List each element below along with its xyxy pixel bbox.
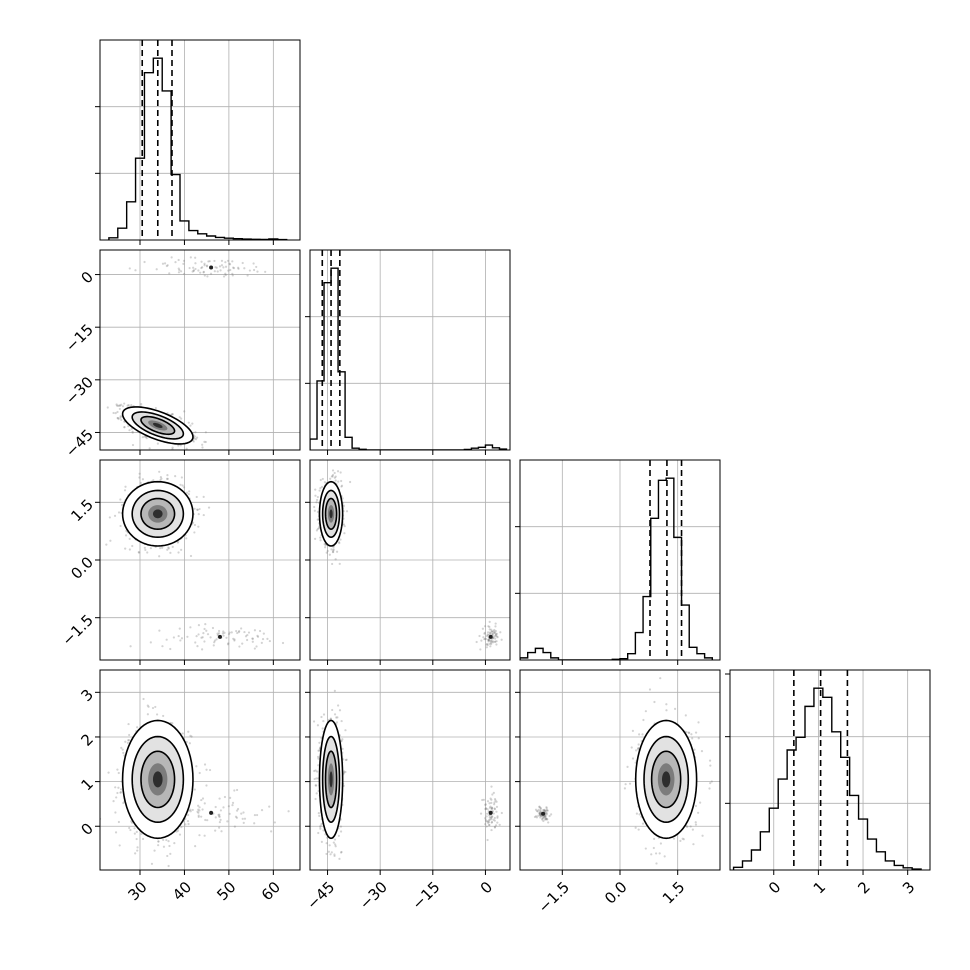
contour-line — [318, 480, 344, 547]
histogram-step — [732, 687, 922, 870]
contour-line — [121, 719, 194, 840]
secondary-mode-core — [541, 811, 546, 816]
joint-3-2: −1.5 0.0 1.5 — [515, 669, 721, 917]
density-fill — [152, 509, 163, 519]
axes-frame — [309, 249, 511, 451]
y-tick-label: 0 — [78, 268, 97, 287]
axes-frame — [99, 669, 301, 871]
axes-frame — [729, 669, 931, 871]
joint-2-1 — [305, 459, 511, 665]
x-tick-label: 0 — [765, 878, 784, 897]
secondary-mode-core — [209, 810, 214, 815]
histogram-step — [520, 477, 714, 660]
histogram-1 — [305, 249, 511, 455]
contour-line — [324, 750, 338, 809]
x-tick-label: 1 — [810, 878, 829, 897]
axes-frame — [99, 39, 301, 241]
x-tick-label: −15 — [408, 878, 443, 913]
x-tick-label: 1.5 — [659, 878, 689, 908]
secondary-mode-core — [488, 810, 493, 815]
contour-line — [634, 719, 698, 840]
contour-line — [131, 411, 185, 440]
contour-line — [131, 489, 185, 539]
contour-line — [140, 415, 176, 436]
x-tick-label: 40 — [169, 878, 195, 904]
histogram-0 — [95, 39, 301, 245]
secondary-mode-core — [218, 634, 222, 639]
x-tick-label: 30 — [125, 878, 151, 904]
axes-frame — [99, 249, 301, 451]
contour-line — [140, 497, 176, 530]
histogram-step — [108, 57, 288, 240]
contour-line — [643, 735, 690, 824]
x-tick-label: 0 — [477, 878, 496, 897]
x-tick-label: 60 — [258, 878, 284, 904]
y-tick-label: 3 — [78, 686, 97, 705]
joint-3-1: −45 −30 −15 0 — [303, 669, 511, 913]
y-tick-label: 1 — [78, 775, 97, 794]
contour-line — [324, 497, 338, 530]
x-tick-label: −1.5 — [535, 878, 573, 916]
joint-1-0: −45 −30 −15 0 — [62, 249, 301, 461]
y-tick-label: 0 — [78, 820, 97, 839]
y-tick-label: 2 — [78, 730, 97, 749]
secondary-mode-core — [488, 634, 493, 639]
y-tick-label: −45 — [62, 426, 97, 461]
x-tick-label: 0.0 — [601, 878, 631, 908]
contour-line — [121, 406, 194, 445]
density-fill — [329, 771, 333, 788]
secondary-mode-core — [209, 265, 214, 270]
joint-3-0: 30 40 50 60 0 1 2 3 — [78, 669, 301, 904]
contour-line — [318, 719, 344, 840]
density-fill — [329, 509, 333, 519]
density-fill — [662, 771, 671, 788]
y-tick-label: −30 — [62, 373, 97, 408]
joint-2-0: −1.5 0.0 1.5 — [59, 459, 301, 665]
y-tick-label: −1.5 — [59, 611, 97, 649]
contour-line — [321, 735, 341, 824]
contour-line — [321, 489, 341, 539]
y-tick-label: 0.0 — [67, 553, 97, 583]
contour-line — [121, 480, 194, 547]
contour-line — [650, 750, 682, 809]
y-tick-label: −15 — [62, 320, 97, 355]
density-fill — [152, 771, 163, 788]
density-fill — [152, 422, 163, 428]
x-tick-label: 2 — [854, 878, 873, 897]
y-tick-label: 1.5 — [67, 496, 97, 526]
histogram-2 — [515, 459, 721, 665]
contour-line — [131, 735, 185, 824]
histogram-step — [310, 267, 508, 450]
x-tick-label: −45 — [303, 878, 338, 913]
axes-frame — [309, 669, 511, 871]
contour-line — [140, 750, 176, 809]
x-tick-label: 3 — [899, 878, 918, 897]
x-tick-label: −30 — [356, 878, 391, 913]
x-tick-label: 50 — [213, 878, 239, 904]
histogram-3: 0 1 2 3 — [725, 669, 931, 898]
